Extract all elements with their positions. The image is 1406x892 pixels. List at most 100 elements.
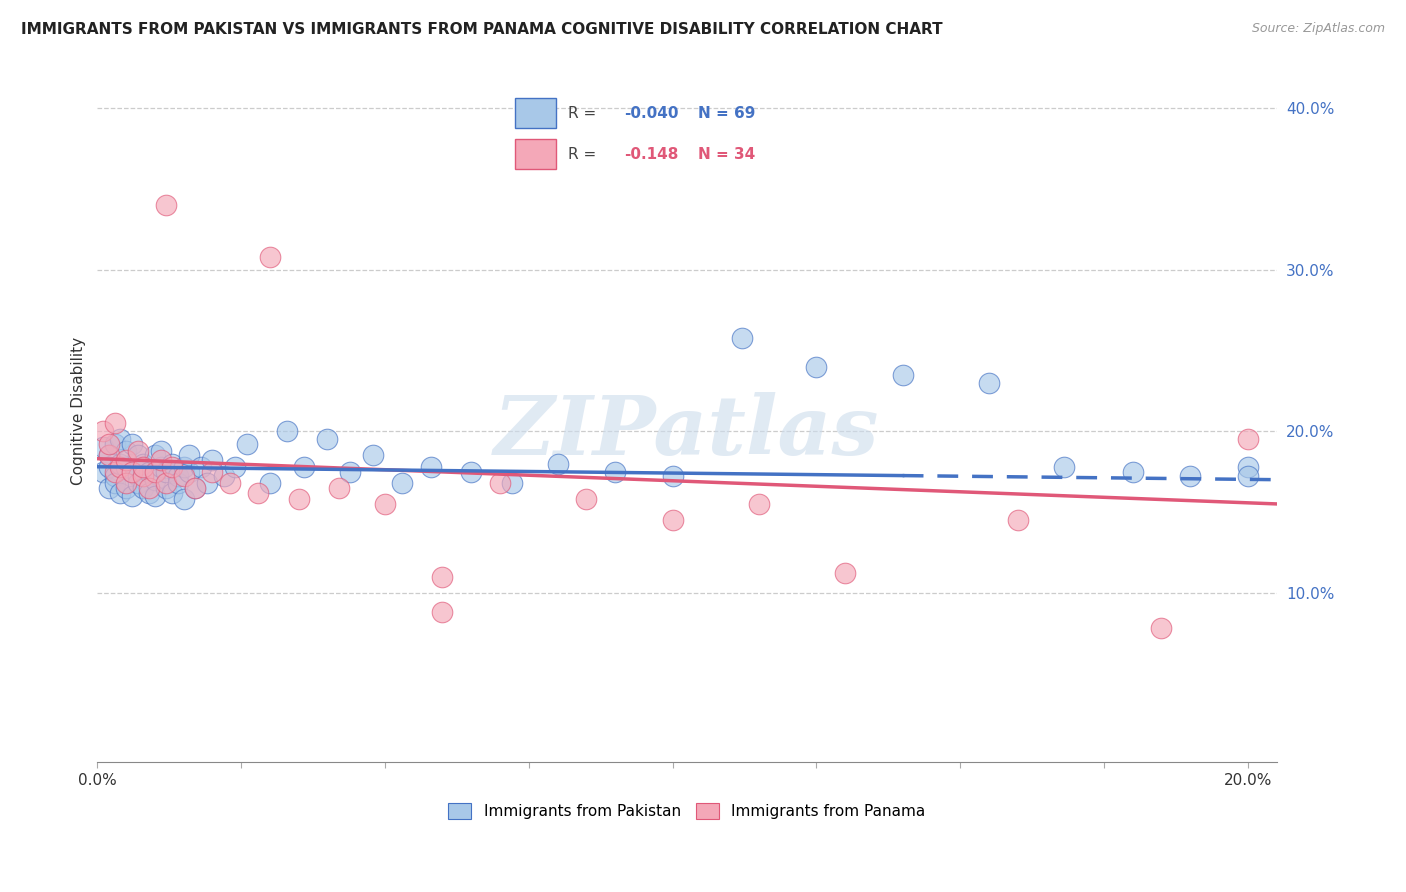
Point — [121, 465, 143, 479]
Point — [287, 491, 309, 506]
Point — [149, 443, 172, 458]
Point — [167, 475, 190, 490]
Point — [575, 491, 598, 506]
Point — [1007, 513, 1029, 527]
Point — [115, 481, 138, 495]
Point — [115, 443, 138, 458]
Point — [195, 475, 218, 490]
Point — [110, 432, 132, 446]
Point — [806, 359, 828, 374]
Point — [259, 250, 281, 264]
Point — [104, 465, 127, 479]
Point — [328, 481, 350, 495]
Point — [127, 475, 149, 490]
Point — [212, 469, 235, 483]
Point — [218, 475, 240, 490]
Point — [339, 465, 361, 479]
Point — [547, 457, 569, 471]
Point — [104, 416, 127, 430]
Point — [132, 459, 155, 474]
Point — [110, 457, 132, 471]
Text: R =: R = — [568, 147, 602, 161]
Point — [173, 469, 195, 483]
Point — [155, 481, 177, 495]
Point — [160, 459, 183, 474]
Point — [1150, 621, 1173, 635]
Point — [149, 453, 172, 467]
Point — [460, 465, 482, 479]
Point — [236, 437, 259, 451]
Point — [115, 453, 138, 467]
Point — [132, 459, 155, 474]
FancyBboxPatch shape — [516, 98, 555, 128]
Point — [201, 453, 224, 467]
Point — [167, 469, 190, 483]
Text: N = 69: N = 69 — [697, 106, 755, 120]
Point — [104, 437, 127, 451]
Text: N = 34: N = 34 — [697, 147, 755, 161]
Point — [316, 432, 339, 446]
Point — [603, 465, 626, 479]
Point — [391, 475, 413, 490]
Point — [104, 469, 127, 483]
Text: IMMIGRANTS FROM PAKISTAN VS IMMIGRANTS FROM PANAMA COGNITIVE DISABILITY CORRELAT: IMMIGRANTS FROM PAKISTAN VS IMMIGRANTS F… — [21, 22, 942, 37]
Point — [661, 513, 683, 527]
Point — [190, 459, 212, 474]
Point — [127, 443, 149, 458]
Point — [1236, 469, 1258, 483]
Point — [138, 481, 160, 495]
Point — [97, 449, 120, 463]
Point — [143, 473, 166, 487]
Point — [184, 481, 207, 495]
Point — [489, 475, 512, 490]
Point — [501, 475, 523, 490]
Text: ZIPatlas: ZIPatlas — [494, 392, 880, 472]
Point — [173, 491, 195, 506]
Point — [1180, 469, 1202, 483]
Text: R =: R = — [568, 106, 602, 120]
Point — [661, 469, 683, 483]
Point — [115, 475, 138, 490]
Point — [127, 469, 149, 483]
Point — [1236, 432, 1258, 446]
Point — [143, 449, 166, 463]
Point — [224, 459, 246, 474]
Point — [420, 459, 443, 474]
Point — [91, 424, 114, 438]
Point — [149, 459, 172, 474]
Point — [143, 465, 166, 479]
Point — [121, 489, 143, 503]
Point — [121, 437, 143, 451]
Point — [110, 485, 132, 500]
Point — [259, 475, 281, 490]
Point — [730, 330, 752, 344]
Point — [247, 485, 270, 500]
Point — [97, 449, 120, 463]
Point — [160, 457, 183, 471]
Point — [91, 465, 114, 479]
Point — [132, 469, 155, 483]
Point — [155, 198, 177, 212]
Point — [143, 489, 166, 503]
Text: -0.148: -0.148 — [624, 147, 678, 161]
FancyBboxPatch shape — [516, 139, 555, 169]
Point — [977, 376, 1000, 390]
Point — [1053, 459, 1076, 474]
Point — [432, 605, 454, 619]
Point — [374, 497, 396, 511]
Point — [173, 459, 195, 474]
Point — [155, 475, 177, 490]
Point — [127, 449, 149, 463]
Point — [1122, 465, 1144, 479]
Point — [179, 465, 201, 479]
Point — [97, 437, 120, 451]
Point — [121, 465, 143, 479]
Point — [91, 441, 114, 455]
Point — [432, 569, 454, 583]
Point — [97, 459, 120, 474]
Point — [184, 481, 207, 495]
Text: Source: ZipAtlas.com: Source: ZipAtlas.com — [1251, 22, 1385, 36]
Point — [1236, 459, 1258, 474]
Text: -0.040: -0.040 — [624, 106, 678, 120]
Point — [155, 465, 177, 479]
